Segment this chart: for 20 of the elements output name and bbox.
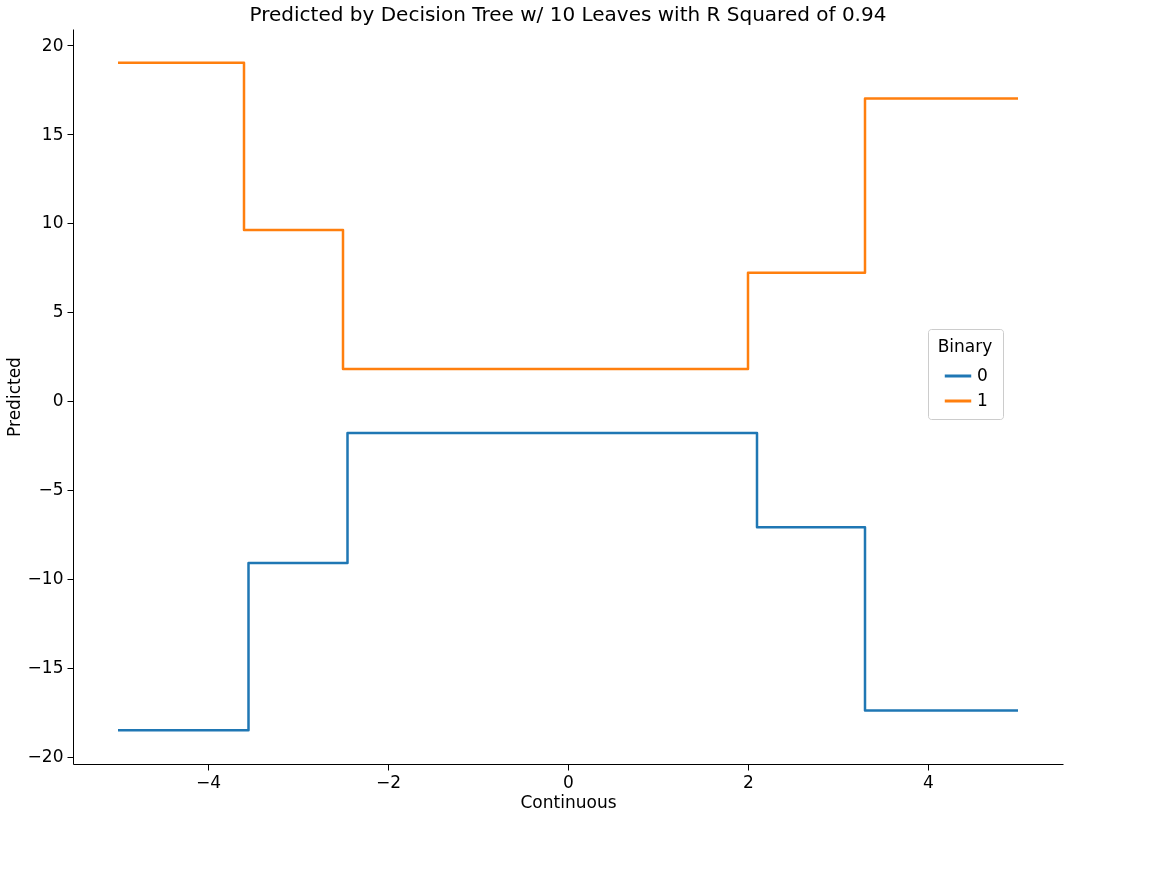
y-tick-label: 15 <box>41 123 64 144</box>
y-axis-title: Predicted <box>3 357 24 437</box>
y-tick-label: 10 <box>41 212 64 233</box>
x-axis-title: Continuous <box>520 791 617 812</box>
y-tick-label: 0 <box>52 390 64 411</box>
x-tick-label: 0 <box>563 771 574 792</box>
chart-title: Predicted by Decision Tree w/ 10 Leaves with R Squared of 0.94 <box>249 2 887 26</box>
y-tick-label: 5 <box>52 301 64 322</box>
y-tick-label: 20 <box>41 34 64 55</box>
x-tick-label: −4 <box>195 771 222 792</box>
y-tick-label: −15 <box>27 657 64 678</box>
legend-label: 0 <box>977 365 988 385</box>
y-tick-label: −20 <box>27 746 64 767</box>
legend-title: Binary <box>937 336 993 356</box>
x-tick-label: 2 <box>743 771 754 792</box>
y-tick-label: −10 <box>27 568 64 589</box>
legend-label: 1 <box>977 390 988 410</box>
y-tick-label: −5 <box>38 479 64 500</box>
x-tick-label: −2 <box>375 771 402 792</box>
x-tick-label: 4 <box>923 771 934 792</box>
